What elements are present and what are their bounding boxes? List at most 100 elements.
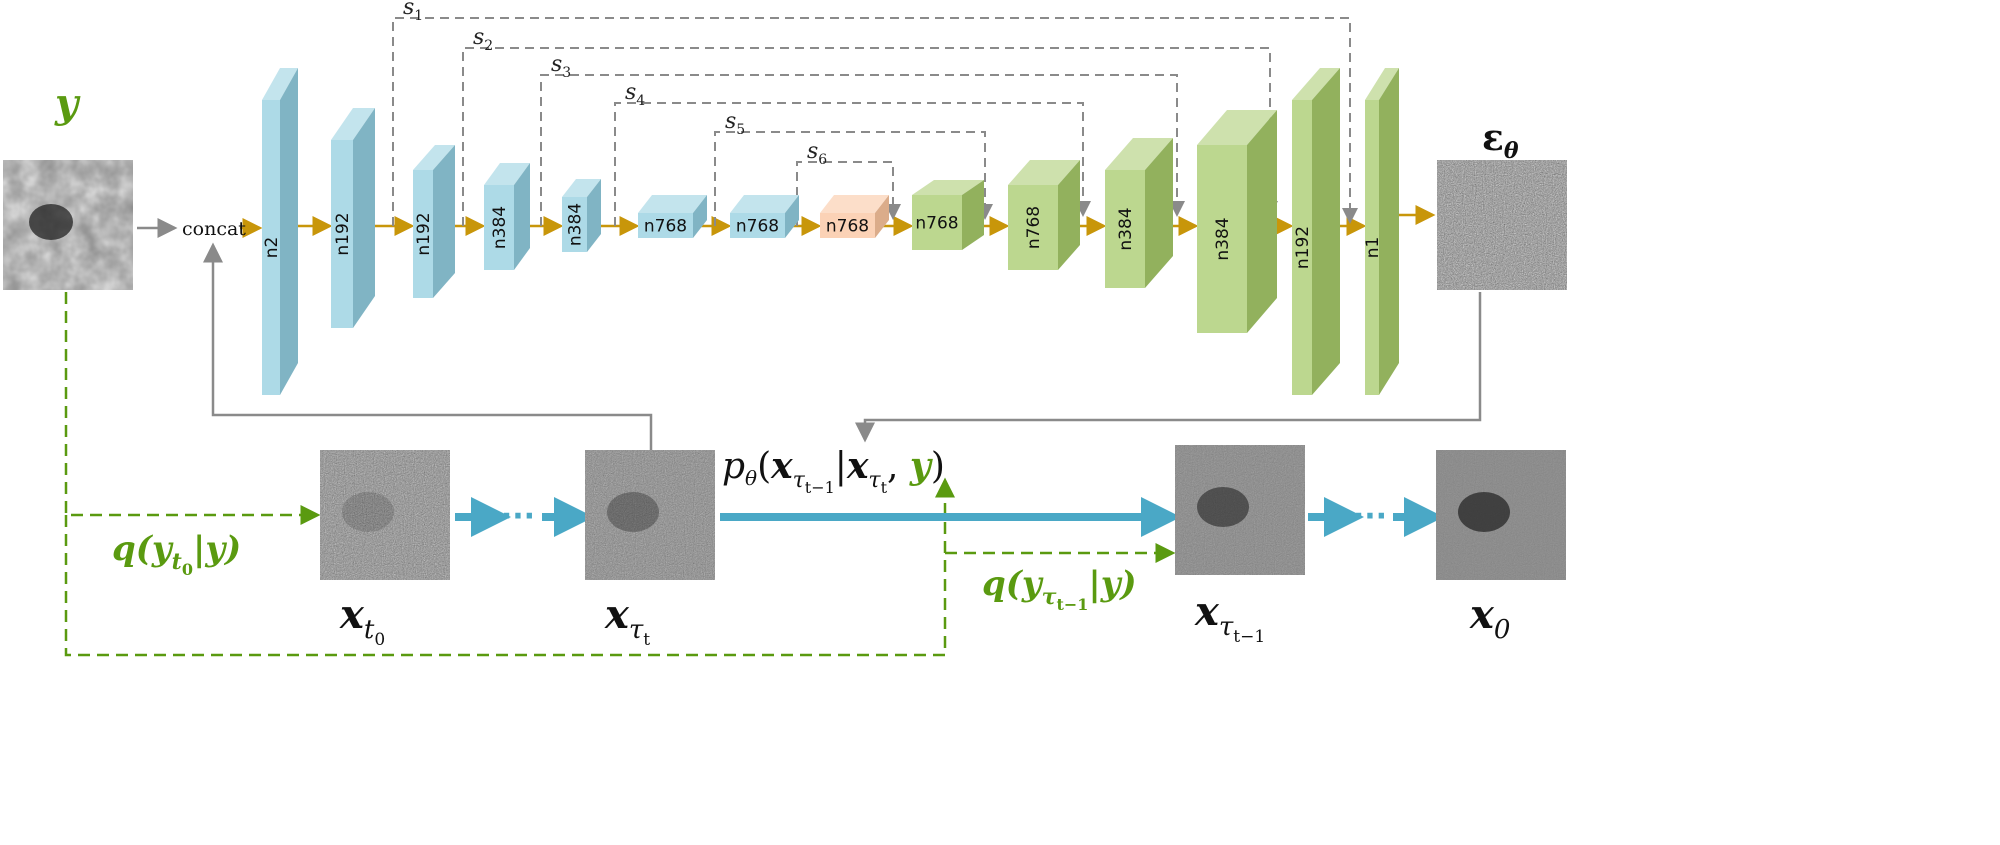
- block-decoder-n384: n384: [1105, 138, 1173, 288]
- tspan: x: [770, 445, 793, 487]
- tspan: y: [909, 445, 933, 487]
- block-side-face: [514, 163, 530, 270]
- block-front-face: [912, 195, 962, 250]
- output-label-epsilon: εθ: [1482, 117, 1519, 164]
- ellipsis: ···: [1353, 499, 1387, 534]
- block-side-face: [280, 68, 298, 395]
- tspan: q(: [112, 529, 154, 569]
- block-decoder-n192: n192: [1292, 68, 1340, 395]
- block-side-face: [433, 145, 455, 298]
- reverse-process-label: pθ(xτt−1|xτt, y): [722, 445, 945, 497]
- block-side-face: [1145, 138, 1173, 288]
- skip-connection-1: [392, 17, 1358, 226]
- skip-connection-6: [796, 161, 901, 226]
- block-label: n384: [1116, 207, 1136, 250]
- block-side-face: [1379, 68, 1399, 395]
- forward-process-label-1: q(yt0|y): [112, 529, 241, 579]
- tspan: |: [835, 446, 847, 487]
- condition-to-reverse: [64, 477, 955, 657]
- skip-connection-3: [540, 74, 1185, 226]
- tspan: θ: [745, 466, 757, 490]
- block-label: n768: [1024, 206, 1044, 249]
- block-front-face: [1365, 100, 1379, 395]
- block-top-face: [562, 179, 601, 197]
- skip-label-4: s4: [625, 80, 645, 109]
- tspan: τ: [1042, 584, 1057, 610]
- block-decoder-n1: n1: [1363, 68, 1399, 395]
- noise-to-reverse-step: [855, 292, 1482, 443]
- block-side-face: [1312, 68, 1340, 395]
- image-texture: [1437, 160, 1567, 290]
- sunspot: [29, 204, 73, 240]
- skip-subscript: 3: [562, 65, 571, 81]
- block-label: n2: [262, 237, 282, 259]
- condition-to-xt0: [64, 292, 321, 525]
- block-encoder-n192: n192: [331, 108, 375, 328]
- block-bottleneck-n768: n768: [820, 195, 889, 238]
- sunspot: [1458, 492, 1510, 532]
- tspan: q(: [982, 564, 1024, 604]
- block-top-face: [820, 195, 889, 213]
- block-side-face: [693, 195, 707, 238]
- block-front-face: [413, 170, 433, 298]
- block-top-face: [1197, 110, 1277, 145]
- image-x-tau-t-1: [1175, 445, 1305, 575]
- image-label: xτt: [604, 591, 650, 650]
- block-front-face: [262, 100, 280, 395]
- image-texture: [320, 450, 450, 580]
- image-label-sub: τ: [629, 615, 644, 645]
- skip-subscript: 4: [636, 93, 645, 109]
- tspan: ,: [887, 446, 910, 487]
- tspan: t−1: [1056, 595, 1088, 614]
- block-top-face: [912, 180, 984, 195]
- block-top-face: [1365, 68, 1399, 100]
- ellipsis: ···: [501, 499, 535, 534]
- image-label: xt0: [339, 591, 385, 650]
- input-label-y: y: [54, 80, 81, 127]
- tspan: t: [172, 549, 182, 575]
- block-side-face: [875, 195, 889, 238]
- tspan: |y): [1088, 564, 1136, 604]
- tspan: |y): [193, 529, 241, 569]
- image-label-sub: 0: [1494, 615, 1511, 645]
- sunspot: [1197, 487, 1249, 527]
- image-label: x0: [1469, 591, 1510, 645]
- block-label: n192: [414, 212, 434, 255]
- tspan: y: [1021, 564, 1044, 604]
- skip-label-3: s3: [551, 52, 571, 81]
- skip-subscript: 6: [818, 152, 827, 168]
- block-label: n192: [333, 212, 353, 255]
- skip-label-2: s2: [473, 25, 493, 54]
- block-front-face: [1008, 185, 1058, 270]
- block-decoder-n768: n768: [912, 180, 984, 250]
- tspan: (: [757, 446, 771, 487]
- input-image-y: [3, 160, 133, 290]
- block-label: n768: [644, 217, 687, 237]
- tspan: p: [722, 446, 745, 487]
- skip-connection-4: [614, 102, 1091, 226]
- tspan: t: [881, 478, 888, 497]
- block-top-face: [638, 195, 707, 213]
- block-label: n384: [566, 203, 586, 246]
- tspan: 0: [182, 560, 193, 579]
- block-side-face: [962, 180, 984, 250]
- block-label: n768: [915, 214, 958, 234]
- skip-subscript: 2: [484, 38, 493, 54]
- block-encoder-n2: n2: [262, 68, 298, 395]
- image-x-tau-t: [585, 450, 715, 580]
- tspan: t−1: [805, 478, 835, 497]
- image-label: xτt−1: [1194, 588, 1265, 647]
- block-top-face: [1292, 68, 1340, 100]
- block-top-face: [413, 145, 455, 170]
- tspan: x: [846, 445, 869, 487]
- block-label: n192: [1293, 226, 1313, 269]
- image-texture: [585, 450, 715, 580]
- tspan: y: [151, 529, 174, 569]
- block-side-face: [785, 195, 799, 238]
- block-top-face: [730, 195, 799, 213]
- skip-label-1: s1: [403, 0, 423, 24]
- tspan: τ: [793, 468, 806, 493]
- block-front-face: [484, 185, 514, 270]
- tspan: θ: [1504, 138, 1519, 164]
